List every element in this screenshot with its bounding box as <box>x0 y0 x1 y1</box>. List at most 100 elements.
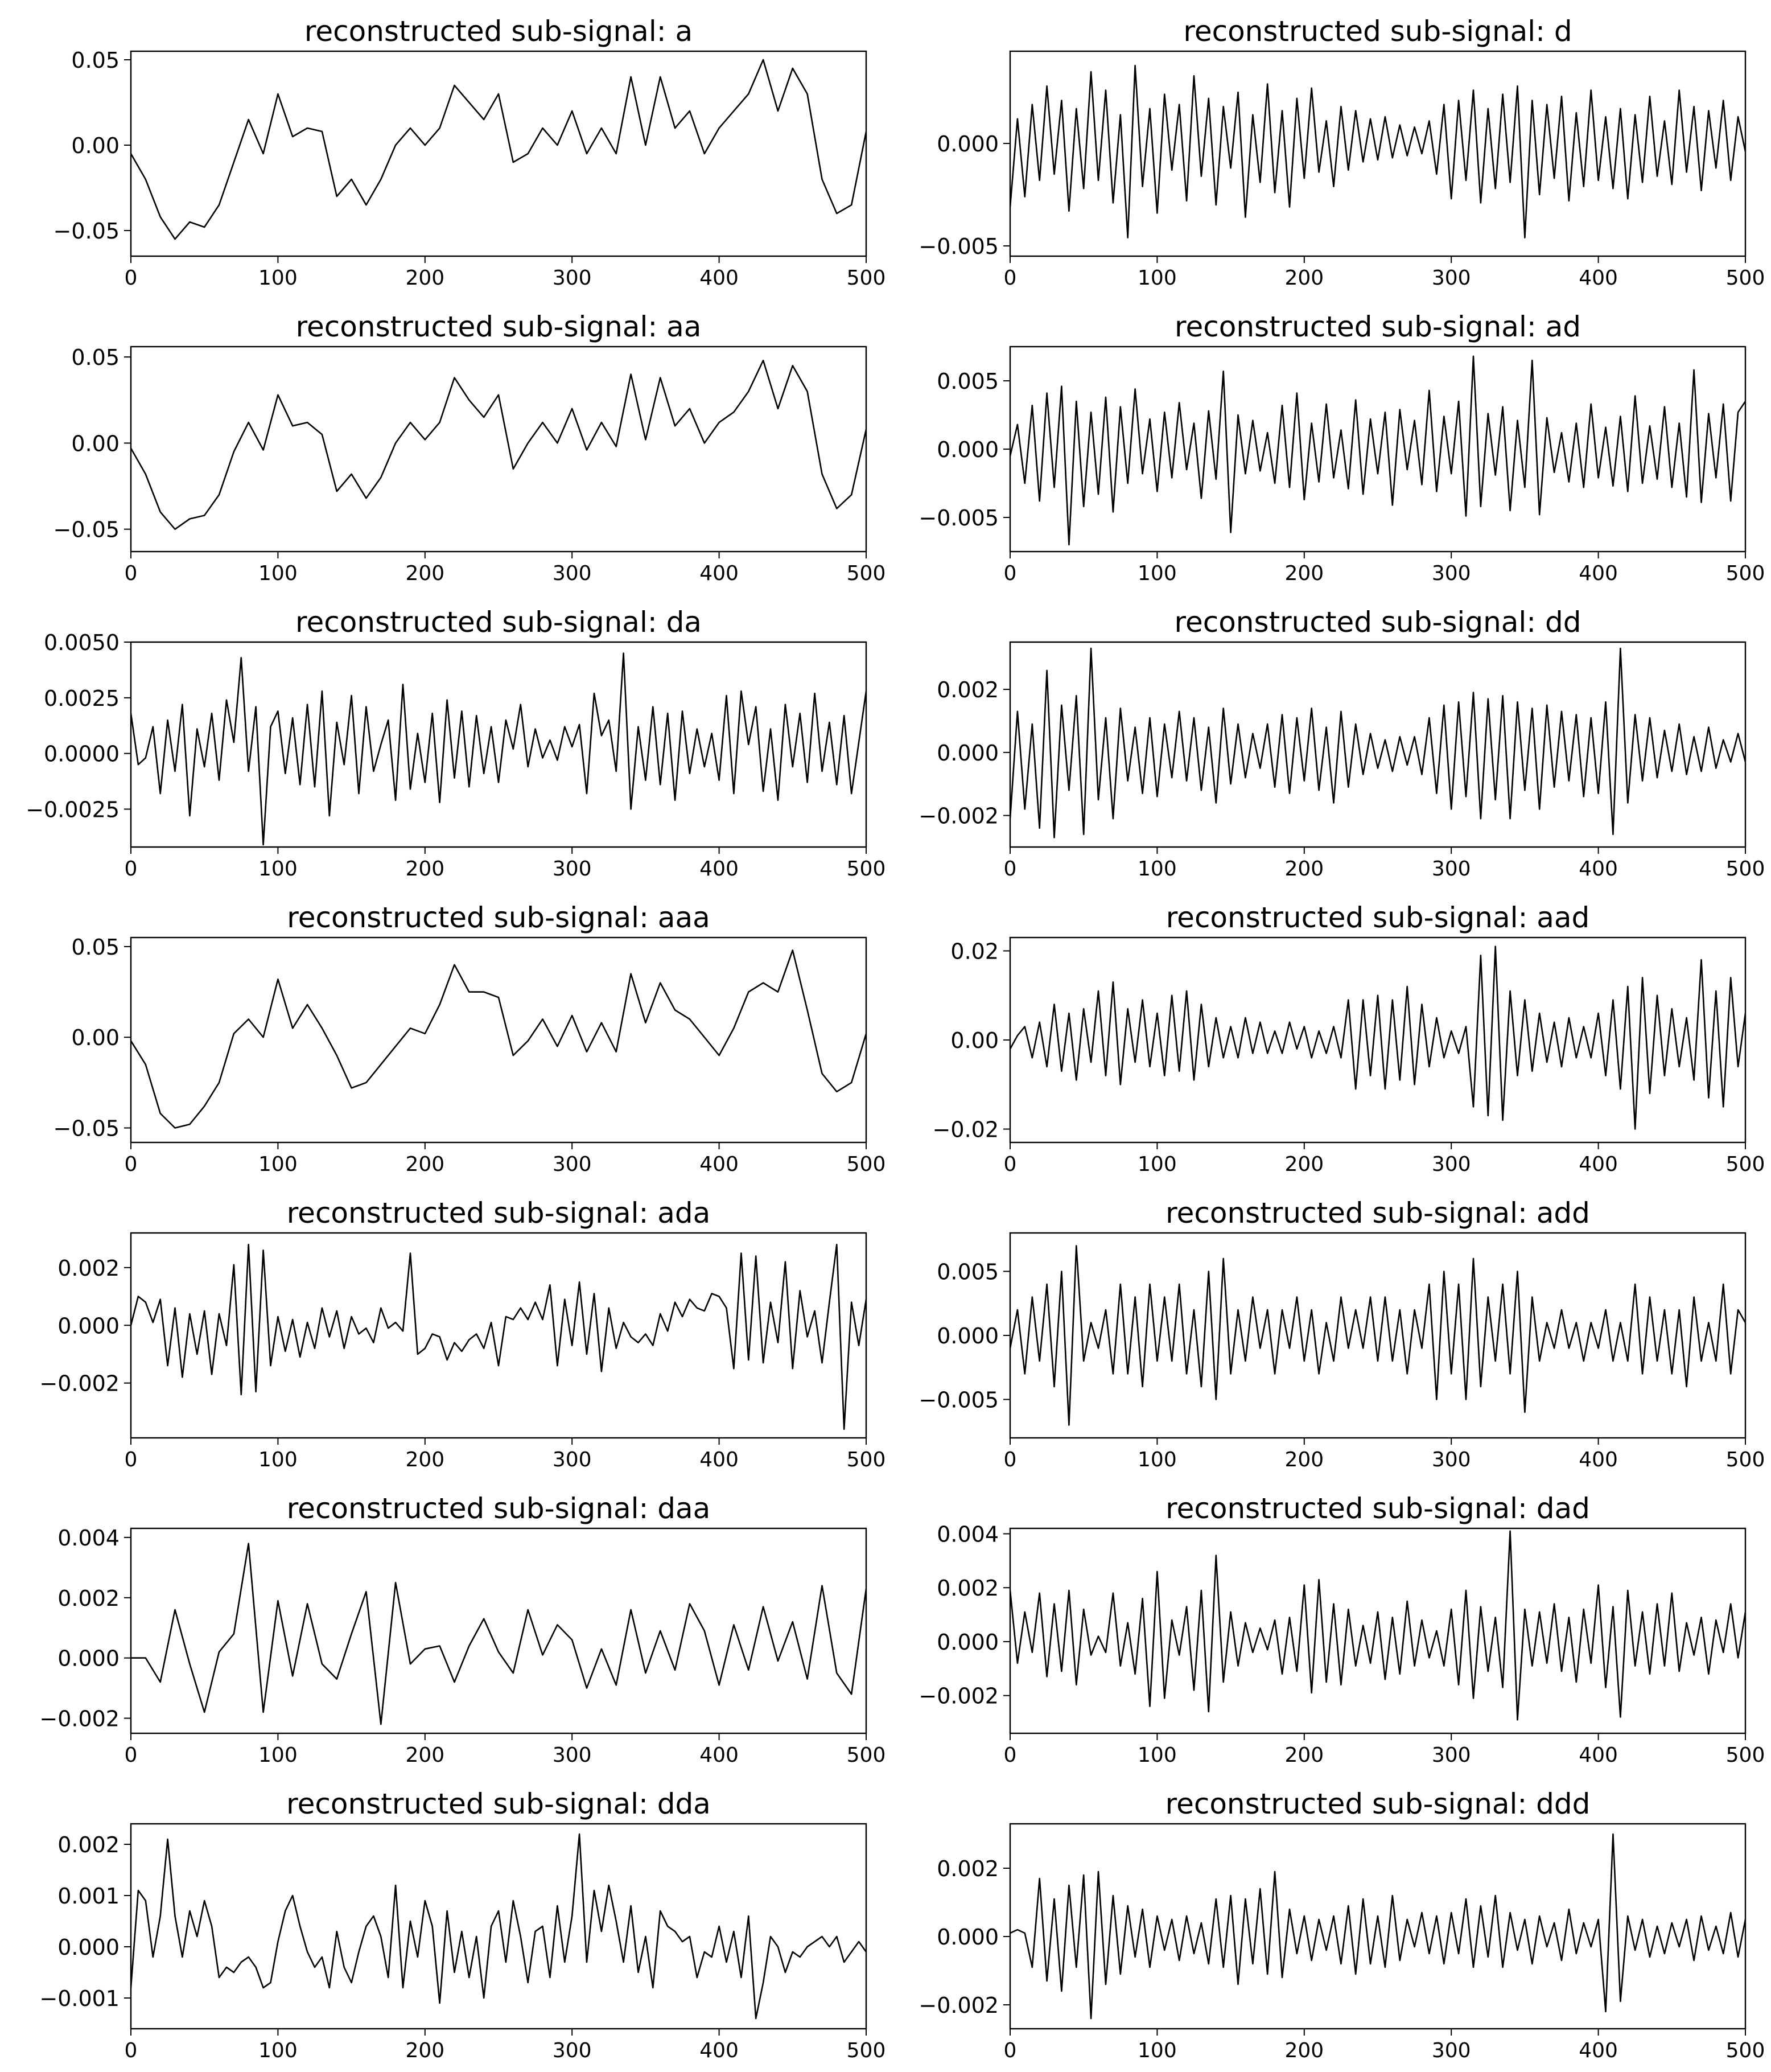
x-tick-label: 200 <box>1284 266 1324 290</box>
y-tick-label: −0.002 <box>919 804 999 829</box>
y-tick-label: 0.002 <box>57 1256 120 1281</box>
y-tick-label: −0.005 <box>919 505 999 531</box>
x-tick-label: 300 <box>553 562 592 585</box>
x-tick-label: 500 <box>1726 2039 1765 2062</box>
y-tick-label: 0.00 <box>71 1025 120 1050</box>
subplot-dad: reconstructed sub-signal: dad 0 100 200 300 4… <box>919 1492 1765 1767</box>
subplot-ad: reconstructed sub-signal: ad 0 100 200 300 40… <box>919 310 1765 585</box>
x-tick-label: 0 <box>1004 1153 1017 1176</box>
signal-line <box>131 1244 866 1430</box>
x-tick-label: 300 <box>553 2039 592 2062</box>
x-tick-label: 0 <box>1004 1448 1017 1471</box>
x-tick-label: 100 <box>258 1448 298 1471</box>
y-tick-label: −0.05 <box>53 219 120 244</box>
x-tick-label: 400 <box>1579 1448 1618 1471</box>
x-tick-label: 100 <box>258 1153 298 1176</box>
subplot-title: reconstructed sub-signal: aa <box>296 310 702 343</box>
y-tick-label: −0.0025 <box>26 797 120 822</box>
x-tick-label: 100 <box>258 562 298 585</box>
x-tick-label: 0 <box>125 1153 138 1176</box>
signal-line <box>1010 1530 1745 1721</box>
y-tick-label: −0.05 <box>53 1116 120 1141</box>
x-tick-label: 200 <box>405 562 444 585</box>
y-tick-label: −0.001 <box>39 1986 120 2011</box>
x-tick-label: 200 <box>1284 1744 1324 1767</box>
y-tick-label: −0.002 <box>39 1371 120 1396</box>
x-tick-label: 100 <box>1138 1744 1177 1767</box>
y-tick-label: −0.002 <box>919 1993 999 2018</box>
x-tick-label: 400 <box>699 1744 739 1767</box>
x-tick-label: 0 <box>125 857 138 881</box>
signal-line <box>1010 945 1745 1130</box>
subplot-aaa: reconstructed sub-signal: aaa 0 100 200 300 4… <box>53 901 886 1176</box>
y-tick-label: 0.00 <box>71 431 120 456</box>
y-tick-label: 0.05 <box>71 345 120 370</box>
x-tick-label: 100 <box>258 1744 298 1767</box>
subplot-title: reconstructed sub-signal: aaa <box>287 901 710 934</box>
x-tick-label: 300 <box>553 1744 592 1767</box>
subplot-title: reconstructed sub-signal: ada <box>287 1197 711 1230</box>
x-tick-label: 100 <box>1138 266 1177 290</box>
y-tick-label: −0.005 <box>919 234 999 259</box>
subplot-a: reconstructed sub-signal: a 0 100 200 300 400… <box>53 15 886 290</box>
x-tick-label: 500 <box>1726 857 1765 881</box>
y-tick-label: −0.05 <box>53 517 120 542</box>
y-tick-label: 0.002 <box>57 1586 120 1611</box>
x-tick-label: 200 <box>1284 2039 1324 2062</box>
x-tick-label: 100 <box>258 2039 298 2062</box>
subplot-dda: reconstructed sub-signal: dda 0 100 200 300 4… <box>39 1787 886 2062</box>
signal-line <box>1010 355 1745 546</box>
x-tick-label: 0 <box>1004 1744 1017 1767</box>
x-tick-label: 300 <box>553 266 592 290</box>
x-tick-label: 400 <box>1579 2039 1618 2062</box>
x-tick-label: 500 <box>847 562 886 585</box>
axes-frame <box>130 936 867 1144</box>
x-tick-label: 400 <box>699 266 739 290</box>
y-tick-label: 0.0050 <box>44 630 120 655</box>
x-tick-label: 200 <box>405 1448 444 1471</box>
y-tick-label: 0.000 <box>57 1935 120 1960</box>
y-tick-label: 0.05 <box>71 935 120 960</box>
x-tick-label: 100 <box>258 266 298 290</box>
axes-frame <box>130 641 867 848</box>
subplot-title: reconstructed sub-signal: ddd <box>1165 1787 1591 1820</box>
x-tick-label: 200 <box>1284 1448 1324 1471</box>
x-tick-label: 400 <box>1579 1153 1618 1176</box>
signal-line <box>131 949 866 1129</box>
y-tick-label: 0.000 <box>57 1313 120 1338</box>
x-tick-label: 400 <box>699 1153 739 1176</box>
x-tick-label: 400 <box>1579 1744 1618 1767</box>
y-tick-label: 0.002 <box>937 677 999 702</box>
subplot-aad: reconstructed sub-signal: aad 0 100 200 300 4… <box>933 901 1765 1176</box>
x-tick-label: 300 <box>1432 2039 1471 2062</box>
y-tick-label: 0.002 <box>937 1856 999 1881</box>
x-tick-label: 400 <box>1579 562 1618 585</box>
subplot-title: reconstructed sub-signal: add <box>1165 1197 1590 1230</box>
x-tick-label: 300 <box>1432 562 1471 585</box>
y-tick-label: 0.004 <box>937 1522 999 1547</box>
signal-line <box>1010 64 1745 239</box>
x-tick-label: 200 <box>405 1153 444 1176</box>
y-tick-label: 0.002 <box>937 1576 999 1601</box>
y-tick-label: 0.000 <box>937 1323 999 1349</box>
subplot-d: reconstructed sub-signal: d 0 100 200 300 400… <box>919 15 1765 290</box>
x-tick-label: 0 <box>125 266 138 290</box>
x-tick-label: 400 <box>1579 266 1618 290</box>
x-tick-label: 400 <box>699 562 739 585</box>
x-tick-label: 500 <box>1726 562 1765 585</box>
x-tick-label: 300 <box>1432 1153 1471 1176</box>
y-tick-label: 0.002 <box>57 1832 120 1857</box>
axes-frame <box>130 1823 867 2030</box>
x-tick-label: 0 <box>125 562 138 585</box>
y-tick-label: 0.000 <box>937 741 999 766</box>
y-tick-label: 0.000 <box>57 1646 120 1671</box>
x-tick-label: 0 <box>1004 562 1017 585</box>
x-tick-label: 500 <box>847 1744 886 1767</box>
signal-line <box>1010 1245 1745 1426</box>
y-tick-label: 0.0025 <box>44 686 120 711</box>
signal-line <box>131 359 866 531</box>
x-tick-label: 200 <box>405 1744 444 1767</box>
x-tick-label: 300 <box>1432 266 1471 290</box>
x-tick-label: 500 <box>847 1448 886 1471</box>
